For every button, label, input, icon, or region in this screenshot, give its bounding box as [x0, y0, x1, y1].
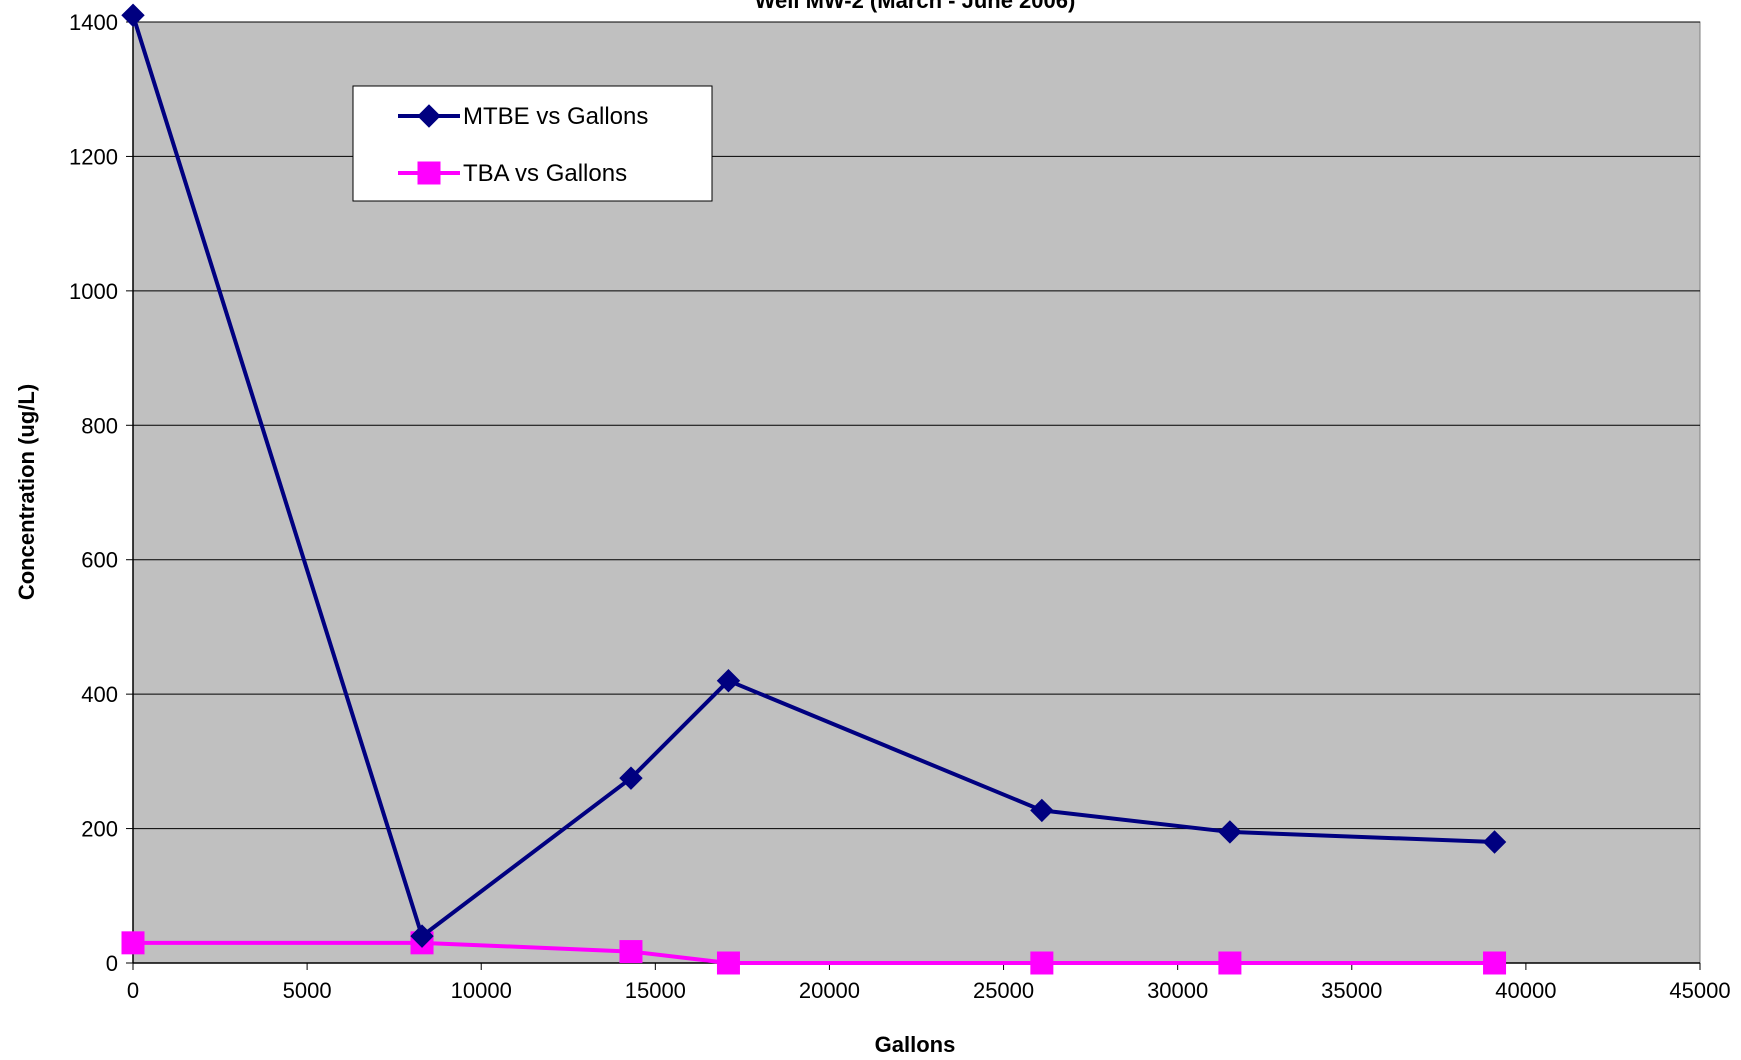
x-tick-label: 35000 — [1321, 978, 1382, 1003]
legend-marker-mtbe — [417, 104, 441, 128]
x-tick-label: 15000 — [625, 978, 686, 1003]
legend-item-tba: TBA vs Gallons — [398, 160, 627, 187]
tick-labels: 0 200 400 600 800 1000 1200 1400 0 5000 10000 15000… — [69, 10, 1731, 1003]
chart-title: Well MW-2 (March - June 2006) — [755, 0, 1076, 13]
y-tick-label: 1200 — [69, 144, 118, 169]
data-point-tba — [121, 931, 145, 955]
gridlines — [133, 21, 1700, 830]
y-tick-label: 1000 — [69, 279, 118, 304]
y-axis-title: Concentration (ug/L) — [14, 384, 39, 600]
y-tick-label: 1400 — [69, 10, 118, 35]
data-point-tba — [1483, 951, 1507, 975]
data-point-mtbe — [1482, 830, 1507, 854]
data-point-tba — [1030, 951, 1054, 975]
data-point-mtbe — [1218, 820, 1242, 844]
x-tick-label: 0 — [127, 978, 139, 1003]
y-tick-label: 400 — [81, 682, 118, 707]
legend-item-mtbe: MTBE vs Gallons — [398, 103, 648, 130]
data-point-mtbe — [716, 668, 741, 693]
x-tick-label: 25000 — [973, 978, 1034, 1003]
x-tick-label: 10000 — [451, 978, 512, 1003]
x-axis-title: Gallons — [875, 1032, 956, 1057]
x-tick-label: 20000 — [799, 978, 860, 1003]
data-point-tba — [1218, 951, 1242, 975]
legend-box — [352, 85, 713, 202]
legend-label-tba: TBA vs Gallons — [463, 160, 627, 187]
data-point-mtbe — [619, 766, 643, 790]
data-point-mtbe — [1030, 798, 1054, 823]
data-point-mtbe — [410, 924, 434, 948]
legend: MTBE vs Gallons TBA vs Gallons — [352, 85, 713, 202]
series-mtbe — [121, 3, 1507, 948]
data-point-tba — [716, 951, 740, 975]
y-tick-label: 800 — [81, 413, 118, 438]
x-tick-label: 5000 — [283, 978, 332, 1003]
y-tick-label: 200 — [81, 817, 118, 842]
x-tick-label: 30000 — [1147, 978, 1208, 1003]
y-tick-label: 0 — [106, 951, 118, 976]
x-tick-label: 45000 — [1669, 978, 1730, 1003]
y-tick-label: 600 — [81, 548, 118, 573]
legend-marker-tba — [417, 161, 441, 185]
data-point-mtbe — [121, 3, 145, 27]
legend-label-mtbe: MTBE vs Gallons — [463, 103, 648, 130]
data-point-tba — [619, 940, 643, 964]
series-layer — [121, 3, 1507, 975]
x-tick-label: 40000 — [1495, 978, 1556, 1003]
